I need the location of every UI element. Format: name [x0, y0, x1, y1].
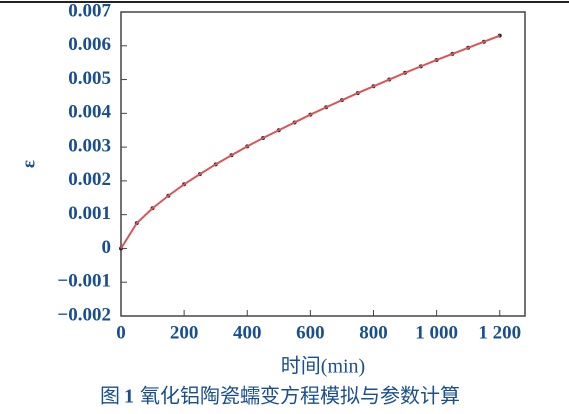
- y-tick-label: 0.004: [68, 102, 111, 123]
- y-tick-label: −0.002: [57, 304, 111, 325]
- x-tick-label: 600: [296, 322, 325, 343]
- y-tick-label: 0.005: [68, 68, 111, 89]
- caption-prefix: 图: [100, 386, 120, 408]
- y-tick-label: 0.003: [68, 135, 111, 156]
- y-tick-label: 0.001: [68, 203, 111, 224]
- plot-frame: [120, 11, 526, 317]
- y-axis-label: ε: [18, 160, 39, 168]
- y-tick-label: −0.001: [57, 271, 111, 292]
- y-tick-label: 0: [102, 237, 112, 258]
- caption-number: 1: [124, 386, 134, 408]
- x-tick-label: 1 200: [478, 322, 521, 343]
- y-tick-label: 0.006: [68, 34, 111, 55]
- x-tick-label: 800: [359, 322, 388, 343]
- x-tick-label: 1 000: [415, 322, 458, 343]
- x-tick-label: 0: [116, 322, 126, 343]
- x-axis-label: 时间(min): [281, 355, 365, 378]
- y-tick-label: 0.007: [68, 0, 111, 21]
- y-tick-label: 0.002: [68, 169, 111, 190]
- caption: 氧化铝陶瓷蠕变方程模拟与参数计算: [140, 385, 460, 408]
- fit-line: [120, 34, 501, 249]
- x-tick-label: 400: [233, 322, 262, 343]
- x-tick-label: 200: [170, 322, 199, 343]
